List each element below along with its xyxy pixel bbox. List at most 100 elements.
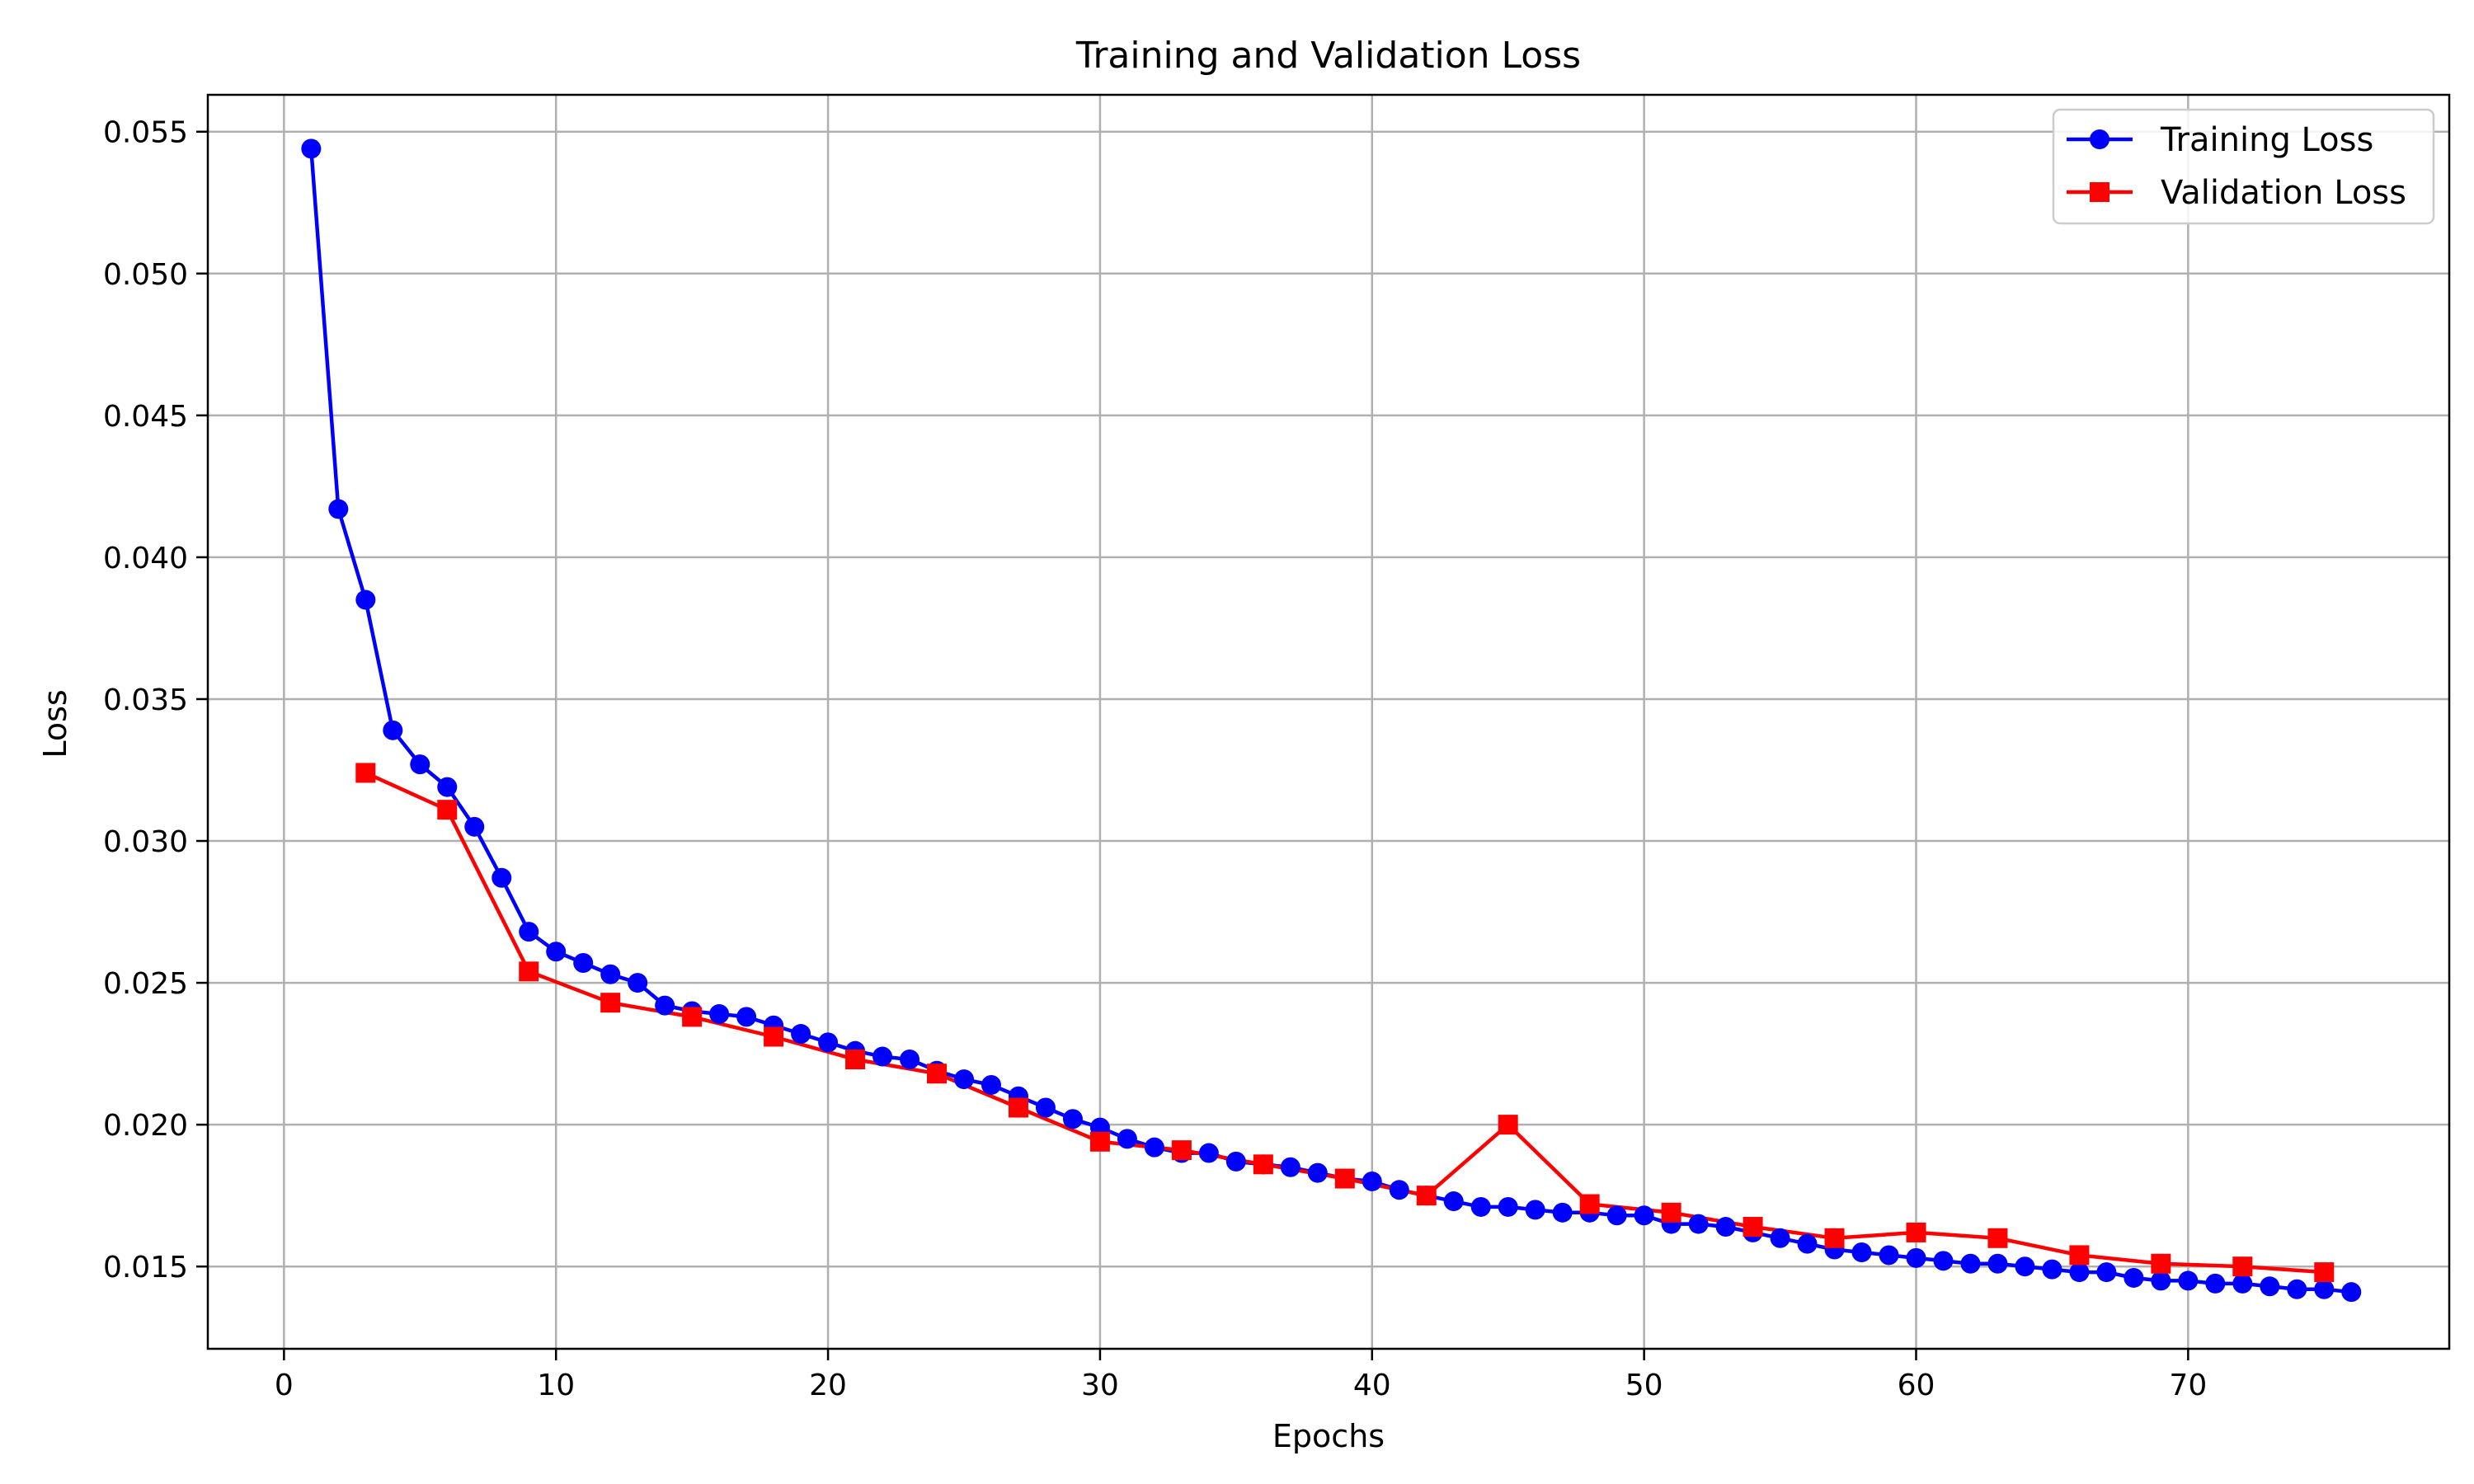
training-loss-point [492, 867, 512, 888]
training-loss-point [981, 1074, 1001, 1095]
legend-validation-label: Validation Loss [2161, 174, 2406, 212]
y-axis: 0.015 0.020 0.025 0.030 0.035 0.040 0.045 0.050… [103, 116, 208, 1284]
x-axis-label: Epochs [1272, 1418, 1385, 1454]
plot-frame [206, 93, 2451, 1350]
validation-loss-point [1498, 1115, 1518, 1135]
training-loss-point [2287, 1279, 2307, 1299]
y-tick-label: 0.020 [103, 1109, 188, 1143]
validation-loss-point [927, 1064, 948, 1084]
y-tick-label: 0.015 [103, 1251, 188, 1284]
validation-loss-point [1661, 1202, 1681, 1223]
validation-loss-point [1334, 1168, 1355, 1189]
validation-loss-point [1253, 1154, 1273, 1175]
x-tick-label: 10 [537, 1369, 575, 1402]
training-loss-point [2069, 1262, 2090, 1283]
training-loss-point [1770, 1228, 1790, 1248]
training-loss-point [573, 953, 594, 973]
grid-lines [208, 95, 2449, 1349]
training-loss-point [437, 777, 458, 797]
training-loss-point [1906, 1247, 1926, 1268]
training-loss-point [709, 1003, 730, 1024]
validation-loss-point [355, 763, 376, 783]
validation-loss-point [1906, 1222, 1926, 1242]
validation-loss-point [600, 993, 621, 1013]
y-tick-label: 0.050 [103, 258, 188, 292]
x-tick-label: 50 [1625, 1369, 1663, 1402]
validation-loss-point [845, 1050, 866, 1069]
training-loss-point [1933, 1251, 1954, 1271]
training-loss-point [2096, 1262, 2117, 1283]
validation-loss-point [2069, 1245, 2090, 1266]
training-loss-point [301, 139, 322, 159]
training-loss-point [2042, 1259, 2062, 1280]
x-tick-label: 70 [2169, 1369, 2207, 1402]
x-tick-label: 20 [809, 1369, 847, 1402]
y-tick-label: 0.045 [103, 400, 188, 434]
y-axis-label: Loss [37, 689, 73, 758]
training-loss-point [1362, 1171, 1382, 1191]
x-tick-label: 40 [1353, 1369, 1391, 1402]
training-loss-point [1715, 1217, 1736, 1237]
training-loss-point [2205, 1273, 2226, 1294]
training-loss-point [2151, 1270, 2171, 1291]
training-loss-point [546, 942, 567, 962]
training-loss-point [953, 1069, 974, 1090]
validation-loss-point [1171, 1140, 1192, 1161]
validation-loss-point [1824, 1228, 1845, 1248]
training-loss-point [1797, 1233, 1818, 1254]
x-axis: 0 10 20 30 40 50 60 70 [275, 1349, 2207, 1402]
x-tick-label: 0 [275, 1369, 294, 1402]
training-loss-point [383, 720, 403, 740]
training-loss-point [1634, 1205, 1654, 1226]
validation-loss-point [2314, 1262, 2335, 1283]
validation-loss-point [519, 961, 539, 982]
training-loss-point [1498, 1196, 1518, 1217]
training-loss-point [628, 973, 648, 993]
legend-validation-marker [2090, 182, 2109, 202]
training-loss-point [1144, 1137, 1164, 1158]
training-loss-point [736, 1007, 757, 1027]
training-loss-point [464, 816, 485, 837]
training-loss-point [1198, 1143, 1219, 1163]
validation-loss-point [1008, 1097, 1028, 1118]
validation-loss-point [1416, 1186, 1437, 1206]
validation-loss-point [1743, 1217, 1763, 1237]
training-loss-point [410, 754, 430, 775]
validation-loss-point [2232, 1256, 2253, 1277]
training-loss-point [1879, 1245, 1899, 1266]
series-lines [309, 148, 2352, 1294]
training-loss-point [655, 995, 675, 1016]
training-loss-point [900, 1050, 920, 1069]
training-loss-point [2341, 1282, 2362, 1303]
training-loss-point [1035, 1097, 1056, 1118]
training-loss-point [2232, 1273, 2253, 1294]
chart-title: Training and Validation Loss [1075, 35, 1581, 77]
validation-loss-point [1987, 1228, 2008, 1248]
legend: Training Loss Validation Loss [2052, 108, 2435, 225]
validation-loss-point [437, 800, 458, 820]
validation-loss-point [682, 1007, 703, 1027]
y-tick-label: 0.035 [103, 683, 188, 717]
training-loss-point [600, 964, 621, 984]
training-loss-point [872, 1046, 893, 1067]
training-loss-point [1470, 1196, 1491, 1217]
legend-box [2052, 108, 2435, 225]
training-loss-point [1851, 1242, 1872, 1262]
training-loss-point [1280, 1157, 1300, 1177]
series-markers [301, 139, 2362, 1303]
training-loss-point [1062, 1109, 1083, 1129]
training-loss-point [355, 589, 376, 610]
y-tick-label: 0.055 [103, 116, 188, 150]
training-loss-point [1389, 1180, 1409, 1200]
training-loss-line [309, 148, 2352, 1294]
training-loss-point [2124, 1267, 2144, 1288]
training-loss-point [519, 922, 539, 942]
training-loss-point [1960, 1253, 1981, 1274]
training-loss-point [2015, 1256, 2035, 1277]
x-tick-label: 60 [1898, 1369, 1935, 1402]
training-loss-point [1688, 1214, 1709, 1234]
training-loss-point [791, 1024, 811, 1045]
y-tick-label: 0.025 [103, 967, 188, 1001]
validation-loss-point [1089, 1131, 1110, 1152]
